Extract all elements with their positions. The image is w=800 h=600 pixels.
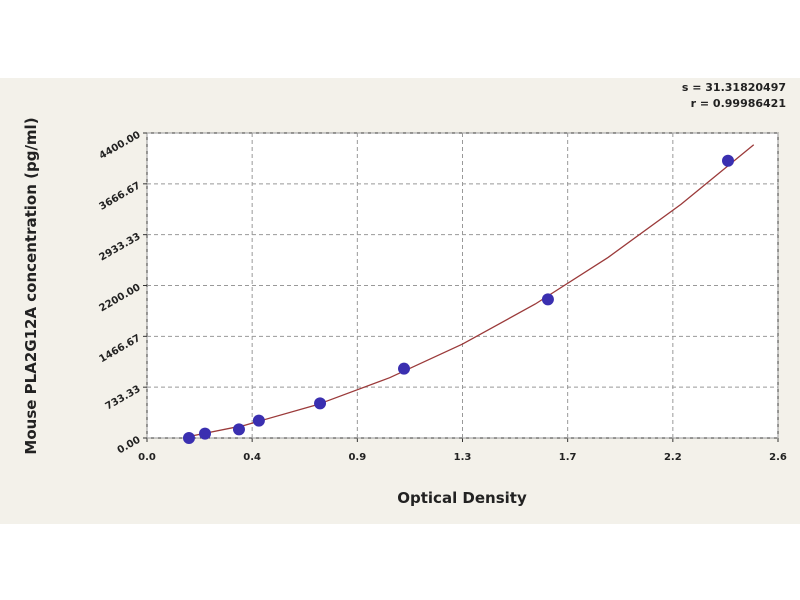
data-point <box>232 423 245 436</box>
data-point <box>722 154 735 167</box>
data-point <box>541 293 554 306</box>
x-tick-label: 0.4 <box>243 452 261 463</box>
x-tick-label: 0.9 <box>348 452 366 463</box>
x-tick-label: 2.6 <box>769 452 787 463</box>
x-tick-label: 1.7 <box>559 452 577 463</box>
fit-stat: s = 31.31820497 <box>682 81 786 94</box>
fit-stat: r = 0.99986421 <box>691 97 786 110</box>
y-axis-label: Mouse PLA2G12A concentration (pg/ml) <box>22 117 40 454</box>
data-point <box>199 427 212 440</box>
data-point <box>252 414 265 427</box>
x-tick-label: 0.0 <box>138 452 156 463</box>
x-tick-label: 2.2 <box>664 452 682 463</box>
x-tick-label: 1.3 <box>454 452 472 463</box>
data-point <box>314 397 327 410</box>
fit-curve <box>183 144 755 439</box>
x-axis-label: Optical Density <box>397 489 527 507</box>
data-point <box>398 362 411 375</box>
data-point <box>182 432 195 444</box>
